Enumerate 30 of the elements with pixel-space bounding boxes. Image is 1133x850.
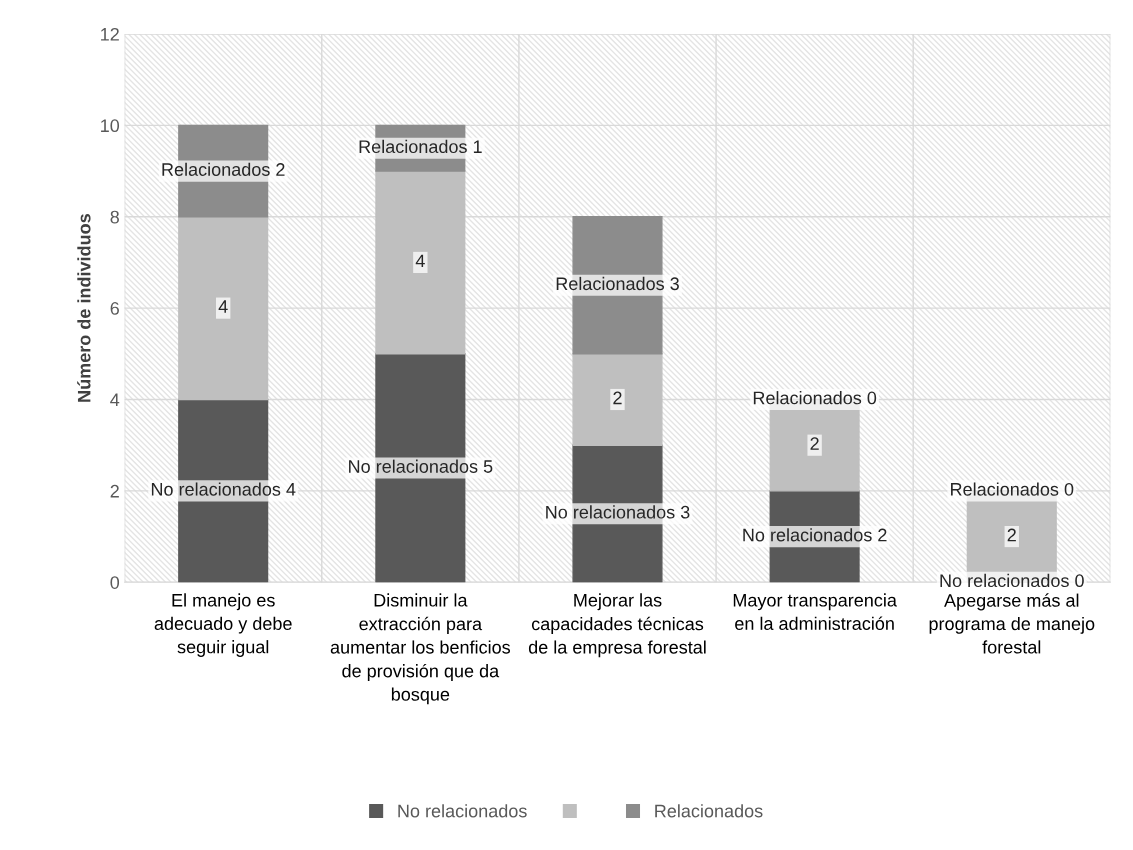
data-label: No relacionados 2 <box>743 528 887 542</box>
legend-label: Relacionados <box>655 804 763 818</box>
data-label: No relacionados 5 <box>349 459 493 473</box>
data-label: No relacionados 4 <box>151 482 296 496</box>
data-label: 2 <box>1007 528 1016 542</box>
data-label: 4 <box>218 300 228 313</box>
y-axis-title: Número de individuos <box>77 214 91 402</box>
y-tick-label: 2 <box>110 484 119 498</box>
y-tick-label: 8 <box>110 210 119 224</box>
data-label: Relacionados 0 <box>753 391 877 405</box>
y-tick-label: 6 <box>110 302 119 315</box>
y-tick-label: 12 <box>101 27 119 41</box>
data-label: 2 <box>810 437 819 450</box>
y-tick-label: 0 <box>110 576 120 589</box>
y-tick-label: 4 <box>110 393 120 407</box>
data-label: 2 <box>613 391 622 405</box>
legend-label: No relacionados <box>398 804 527 818</box>
data-label: No relacionados 0 <box>940 573 1084 588</box>
data-label: Relacionados 2 <box>162 162 285 176</box>
data-label: Relacionados 3 <box>556 276 679 291</box>
data-label: Relacionados 0 <box>951 482 1074 496</box>
x-tick-label: Apegarse más al programa de manejo forestal <box>929 593 1095 654</box>
x-tick-label: Mayor transparencia en la administración <box>733 593 897 630</box>
x-tick-label: Disminuir la extracción para aumentar los benficios de provisión que da bosque <box>330 593 511 705</box>
data-label: No relacionados 3 <box>546 505 690 519</box>
y-tick-label: 10 <box>101 119 120 133</box>
data-label: Relacionados 1 <box>359 139 482 154</box>
x-tick-label: El manejo es adecuado y debe seguir igual <box>154 593 292 657</box>
x-tick-label: Mejorar las capacidades técnicas de la empresa forestal <box>528 593 706 658</box>
data-label: 4 <box>415 254 425 268</box>
